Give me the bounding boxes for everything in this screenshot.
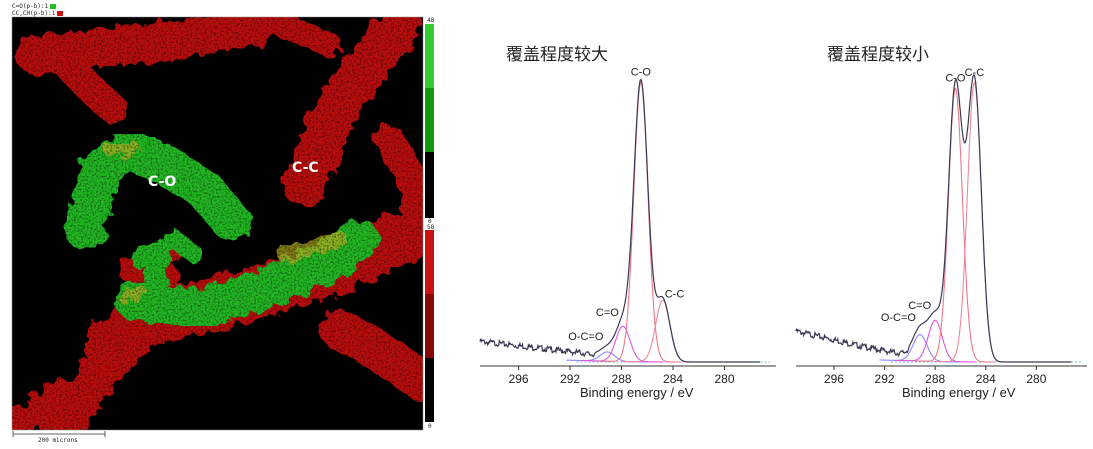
x-tick-label: 280 [1026,372,1046,386]
spectrum2-xlabel: Binding energy / eV [902,385,1016,400]
scale-bar-label: 200 microns [38,437,78,444]
spectrum1-title: 覆盖程度较大 [506,45,608,65]
colorbar-green-min: 0 [428,218,432,225]
x-tick-label: 292 [560,372,580,386]
colorbar-red [425,230,434,422]
measured-spectrum [795,73,1072,363]
colorbar-red-min: 0 [428,423,432,430]
map-label-cc: C-C [292,160,319,176]
colorbar-green [425,24,434,218]
x-tick-label: 284 [663,372,683,386]
peak-label-o-c-o: O-C=O [881,312,917,324]
colorbar-green-max: 48 [427,17,435,24]
x-tick-label: 288 [925,372,945,386]
x-tick-label: 284 [976,372,996,386]
component-peak-c-o [599,81,682,363]
peak-label-o-c-o: O-C=O [568,331,604,343]
colorbar-red-max: 58 [427,224,435,231]
scale-bar [12,431,106,437]
component-peak-c-c [933,81,1015,363]
spectrum1-xlabel: Binding energy / eV [580,385,694,400]
peak-label-c-c: C-C [665,289,685,301]
xps-chemical-map: C=O(p-b):1 CC,CH(p-b):1 C-O C-C 48 0 58 … [0,0,440,449]
x-tick-label: 296 [509,372,529,386]
component-peak-c-o [894,319,975,363]
peak-label-c-o: C-O [631,66,652,78]
peak-label-c-o: C-O [945,72,966,84]
map-label-co: C-O [148,174,177,190]
component-peak-c-o [914,87,996,363]
peak-label-c-c: C-C [965,67,985,79]
peak-label-c-o: C=O [908,300,931,312]
legend-co: C=O(p-b):1 [12,3,57,10]
measured-spectrum [479,78,760,363]
peak-label-c-o: C=O [596,307,619,319]
component-peak-c-o [581,325,664,363]
x-tick-label: 292 [875,372,895,386]
x-tick-label: 280 [715,372,735,386]
x-tick-label: 288 [612,372,632,386]
map-noise [12,17,423,430]
x-tick-label: 296 [824,372,844,386]
legend-cc: CC,CH(p-b):1 [12,10,64,17]
spectrum2-title: 覆盖程度较小 [827,45,929,65]
map-image [11,16,434,437]
